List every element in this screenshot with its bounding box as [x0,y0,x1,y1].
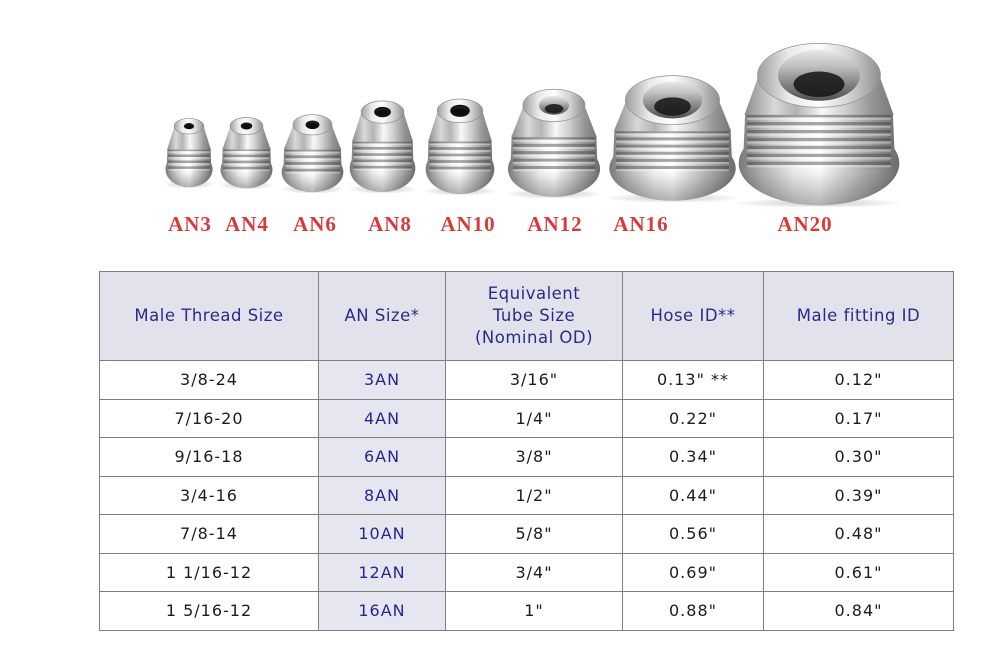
an-size-cell: 10AN [318,514,446,554]
column-header-4: Male fitting ID [763,271,954,361]
spec-cell: 0.56" [622,514,764,554]
fitting-image-an3 [163,118,215,189]
spec-cell: 7/16-20 [99,398,319,438]
table-header-row: Male Thread Size AN Size* Equivalent Tube … [99,271,954,361]
fitting-an16 [603,72,741,203]
spec-cell: 0.39" [763,475,954,515]
fitting-label-an4: AN4 [225,212,269,236]
fitting-an3 [163,116,215,189]
table-row-5: 1 1/16-12 12AN 3/4" 0.69" 0.61" [99,552,954,592]
fitting-an6 [278,112,346,194]
an-spec-table: Male Thread Size AN Size* Equivalent Tube … [99,271,954,631]
spec-cell: 1/2" [445,475,623,515]
fitting-an10 [422,96,498,196]
fitting-label-an20: AN20 [777,212,833,236]
table-row-3: 3/4-16 8AN 1/2" 0.44" 0.39" [99,475,954,515]
an-size-cell: 4AN [318,398,446,438]
table-row-0: 3/8-24 3AN 3/16" 0.13" ** 0.12" [99,360,954,400]
spec-cell: 3/8-24 [99,360,319,400]
spec-cell: 5/8" [445,514,623,554]
an-size-cell: 6AN [318,437,446,477]
fitting-image-an16 [603,75,741,203]
table-row-1: 7/16-20 4AN 1/4" 0.22" 0.17" [99,398,954,438]
column-header-1: AN Size* [318,271,446,361]
table-row-6: 1 5/16-12 16AN 1" 0.88" 0.84" [99,591,954,631]
fitting-label-an10: AN10 [440,212,496,236]
fitting-image-an12 [504,88,604,199]
spec-cell: 3/4-16 [99,475,319,515]
fitting-an12 [504,86,604,199]
spec-cell: 3/16" [445,360,623,400]
fitting-an4 [217,115,275,190]
spec-cell: 0.88" [622,591,764,631]
spec-cell: 0.84" [763,591,954,631]
spec-cell: 0.17" [763,398,954,438]
table-row-2: 9/16-18 6AN 3/8" 0.34" 0.30" [99,437,954,477]
column-header-0: Male Thread Size [99,271,319,361]
fitting-image-an6 [278,114,346,194]
spec-cell: 0.69" [622,552,764,592]
spec-cell: 7/8-14 [99,514,319,554]
spec-cell: 0.30" [763,437,954,477]
column-header-2: Equivalent Tube Size (Nominal OD) [445,271,623,361]
an-size-cell: 3AN [318,360,446,400]
spec-cell: 0.13" ** [622,360,764,400]
fitting-label-an12: AN12 [527,212,583,236]
fitting-image-an10 [422,98,498,196]
an-size-cell: 12AN [318,552,446,592]
spec-cell: 1 5/16-12 [99,591,319,631]
spec-cell: 0.61" [763,552,954,592]
fitting-label-an16: AN16 [613,212,669,236]
spec-cell: 1 1/16-12 [99,552,319,592]
spec-cell: 3/8" [445,437,623,477]
fitting-image-an8 [346,100,418,194]
spec-cell: 3/4" [445,552,623,592]
spec-cell: 9/16-18 [99,437,319,477]
spec-cell: 1/4" [445,398,623,438]
spec-cell: 0.48" [763,514,954,554]
an-size-cell: 16AN [318,591,446,631]
fitting-label-an8: AN8 [368,212,412,236]
spec-cell: 0.12" [763,360,954,400]
fitting-label-an3: AN3 [168,212,212,236]
spec-cell: 0.44" [622,475,764,515]
spec-cell: 1" [445,591,623,631]
spec-cell: 0.22" [622,398,764,438]
fitting-an8 [346,98,418,194]
fitting-label-an6: AN6 [293,212,337,236]
an-size-cell: 8AN [318,475,446,515]
spec-cell: 0.34" [622,437,764,477]
table-row-4: 7/8-14 10AN 5/8" 0.56" 0.48" [99,514,954,554]
fitting-image-an4 [217,117,275,190]
fitting-an20 [732,39,906,208]
fitting-image-an20 [732,43,906,208]
column-header-3: Hose ID** [622,271,764,361]
product-photo: AN3 AN4 AN6 AN8 AN10 AN12 AN16 AN20 [0,0,1007,258]
